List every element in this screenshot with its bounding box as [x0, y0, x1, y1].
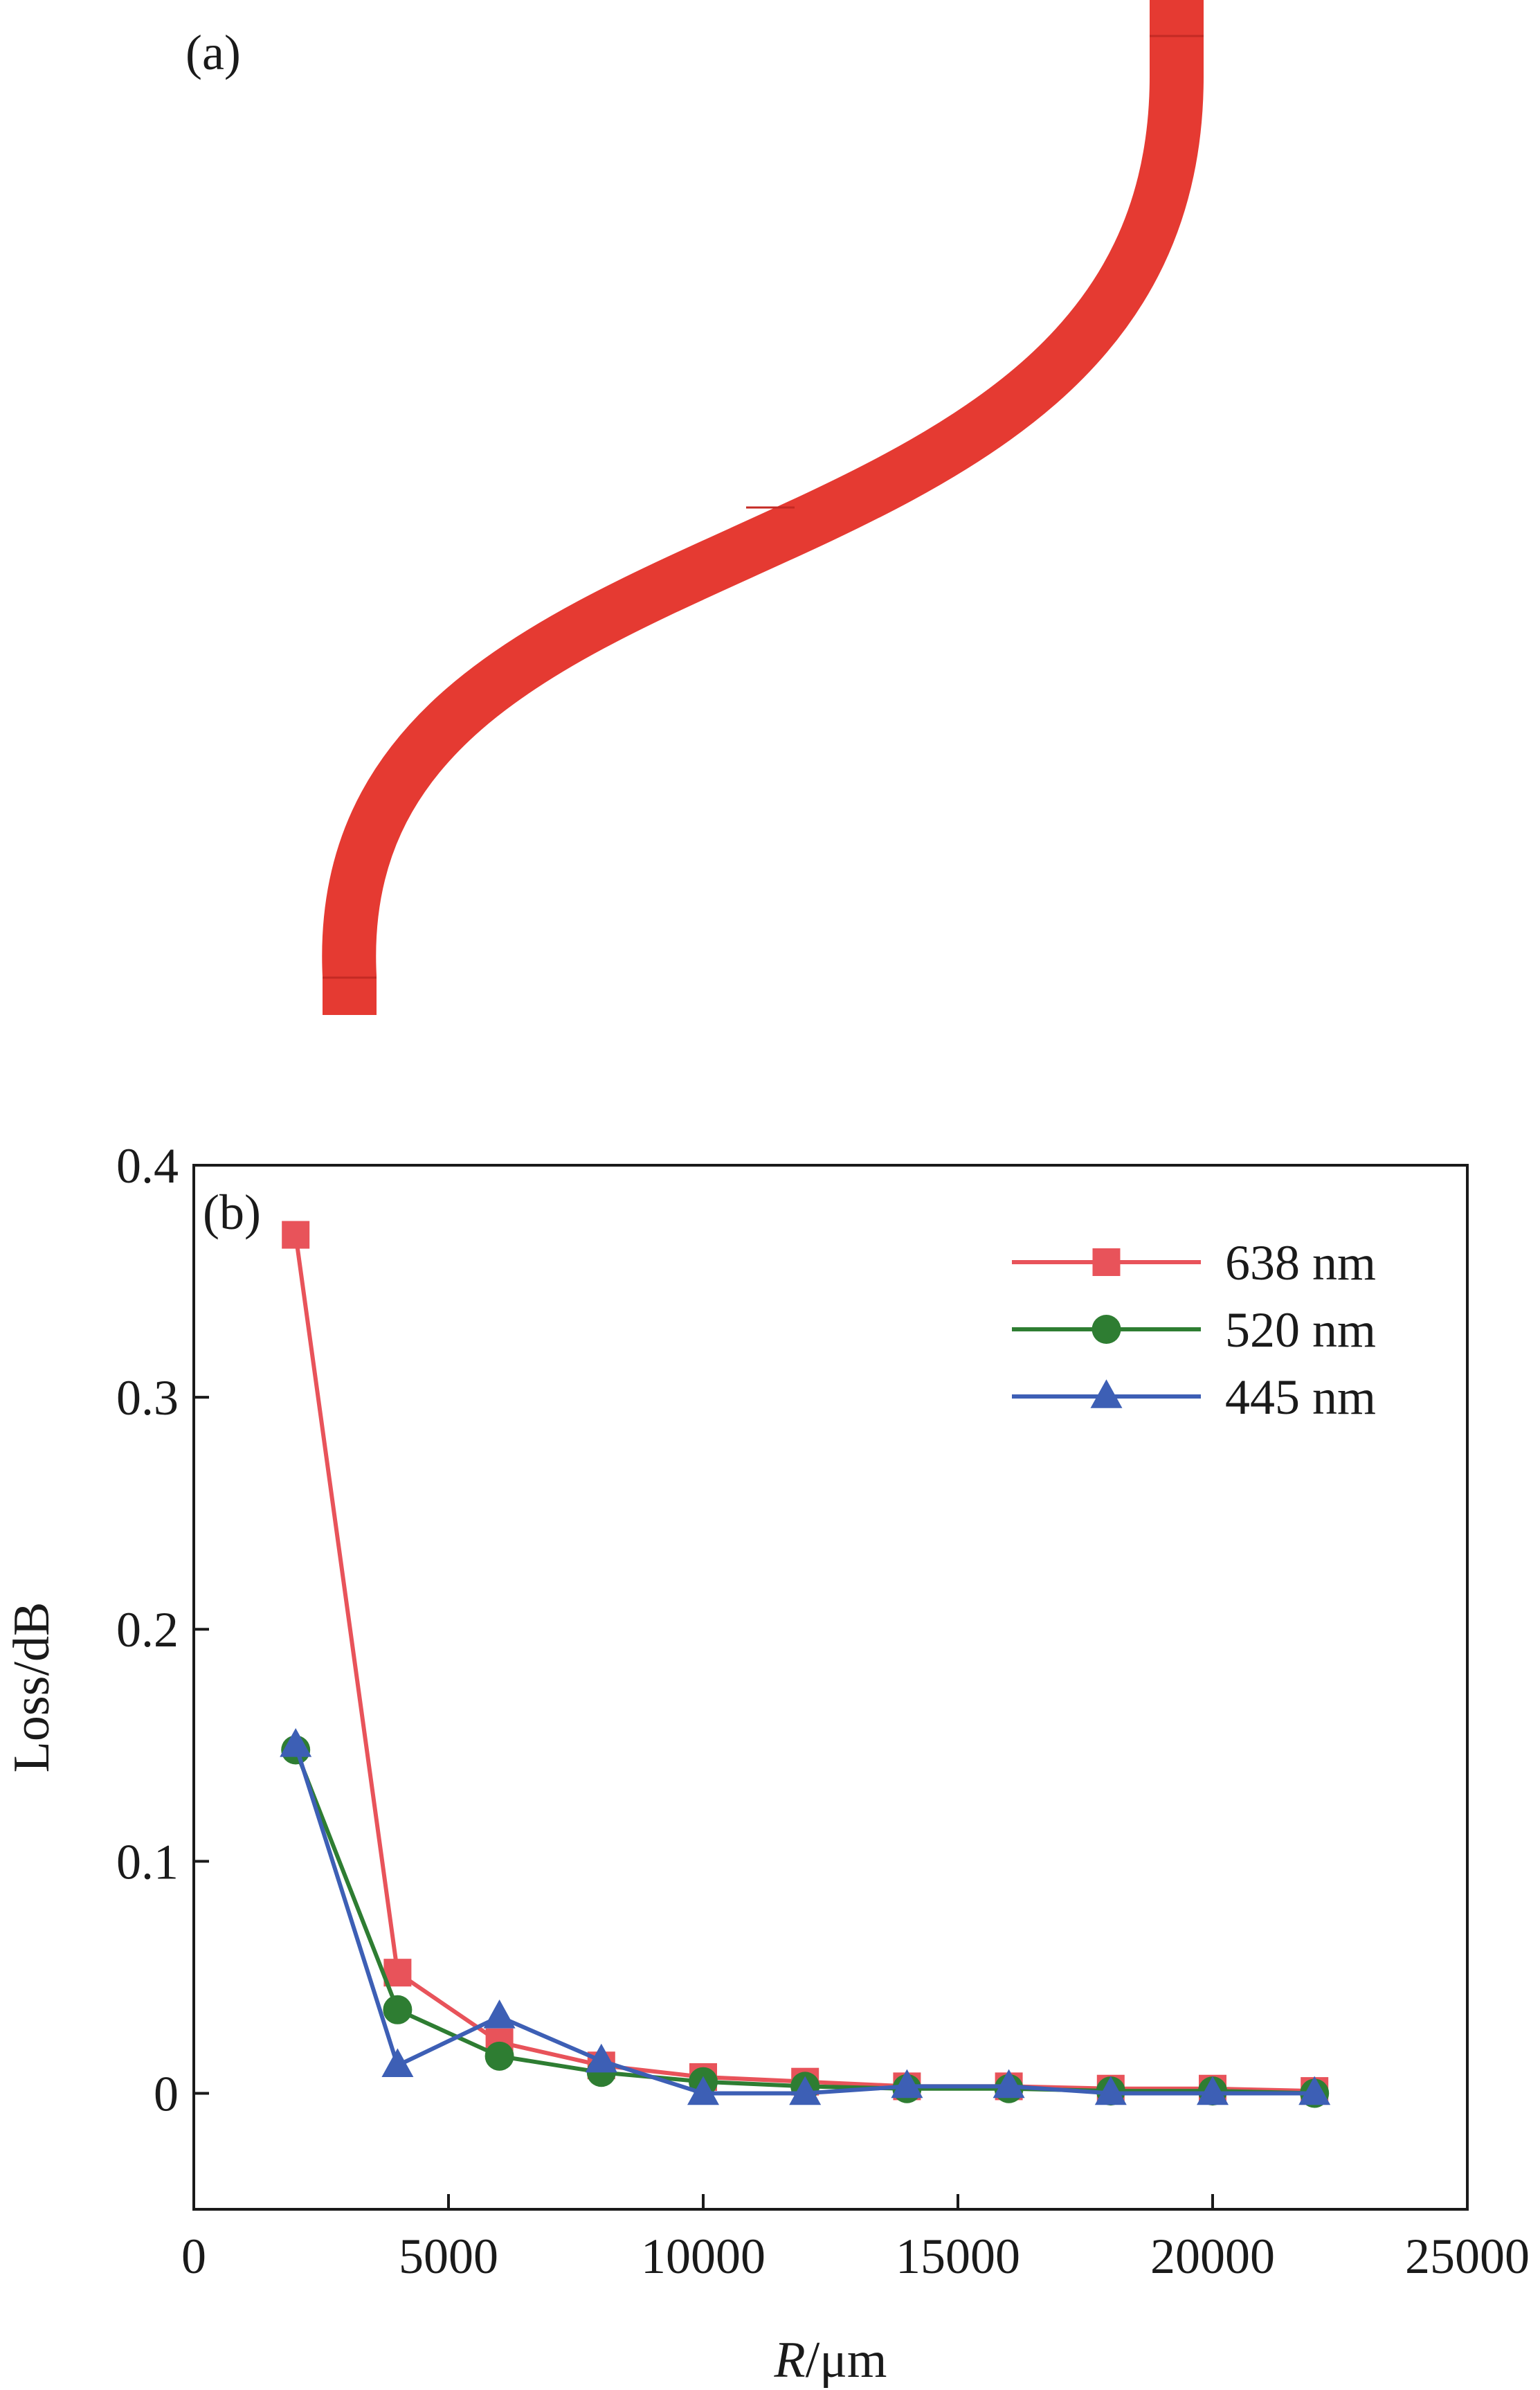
- y-axis-label: Loss/dB: [3, 1602, 60, 1773]
- x-tick-label: 25000: [1405, 2229, 1530, 2284]
- data-point: [789, 2076, 822, 2105]
- legend-label: 638 nm: [1225, 1235, 1376, 1291]
- panel-a-label: (a): [185, 25, 241, 80]
- y-tick-label: 0.4: [116, 1138, 179, 1194]
- y-tick-label: 0: [154, 2066, 179, 2121]
- legend: 638 nm 520 nm 445 nm: [1012, 1235, 1376, 1425]
- data-point: [381, 2048, 414, 2078]
- data-point: [687, 2076, 719, 2105]
- panel-a: (a): [185, 0, 1204, 1015]
- legend-label: 445 nm: [1225, 1369, 1376, 1425]
- data-point: [993, 2069, 1025, 2099]
- legend-item: 445 nm: [1012, 1369, 1376, 1425]
- x-tick-label: 5000: [399, 2229, 498, 2284]
- data-point: [585, 2043, 617, 2073]
- data-point: [483, 2000, 516, 2029]
- data-series: [280, 1221, 1331, 2108]
- y-axis-ticks: 0 0.1 0.2 0.3 0.4: [116, 1138, 209, 2121]
- series-line: [293, 1234, 1315, 2094]
- legend-item: 520 nm: [1012, 1302, 1376, 1358]
- series-square: [282, 1221, 1329, 2105]
- series-circle: [281, 1735, 1330, 2108]
- panel-b-label: (b): [203, 1185, 261, 1240]
- legend-item: 638 nm: [1012, 1235, 1376, 1291]
- x-tick-label: 20000: [1150, 2229, 1275, 2284]
- data-point: [484, 2041, 514, 2071]
- y-tick-label: 0.1: [116, 1834, 179, 1889]
- legend-swatch-marker: [1092, 1248, 1121, 1276]
- x-tick-label: 0: [181, 2229, 206, 2284]
- x-tick-label: 15000: [896, 2229, 1020, 2284]
- plot-frame: [192, 1164, 1469, 2211]
- data-point: [383, 1995, 413, 2024]
- y-tick-label: 0.3: [116, 1370, 179, 1426]
- x-axis-label: R/μm: [774, 2332, 887, 2389]
- series-line: [293, 1744, 1315, 2096]
- data-point: [1298, 2076, 1331, 2105]
- s-bend-waveguide: [322, 0, 1204, 1015]
- panel-b-chart: (b) 0 5000 10000 15000 20000 25000 0 0.1 0.2 0.3…: [3, 1138, 1530, 2389]
- x-axis-label-unit: /μm: [806, 2332, 887, 2389]
- data-point: [280, 1727, 312, 1757]
- x-tick-label: 10000: [641, 2229, 766, 2284]
- legend-label: 520 nm: [1225, 1302, 1376, 1358]
- legend-swatch-marker: [1090, 1379, 1123, 1408]
- data-point: [891, 2069, 923, 2099]
- x-axis-label-variable: R: [774, 2332, 806, 2389]
- x-axis-ticks: 0 5000 10000 15000 20000 25000: [181, 2194, 1530, 2284]
- y-tick-label: 0.2: [116, 1602, 179, 1657]
- data-point: [282, 1221, 310, 1249]
- data-point: [1094, 2076, 1127, 2105]
- legend-swatch-marker: [1091, 1315, 1121, 1344]
- data-point: [1197, 2076, 1229, 2105]
- series-triangle: [280, 1727, 1331, 2105]
